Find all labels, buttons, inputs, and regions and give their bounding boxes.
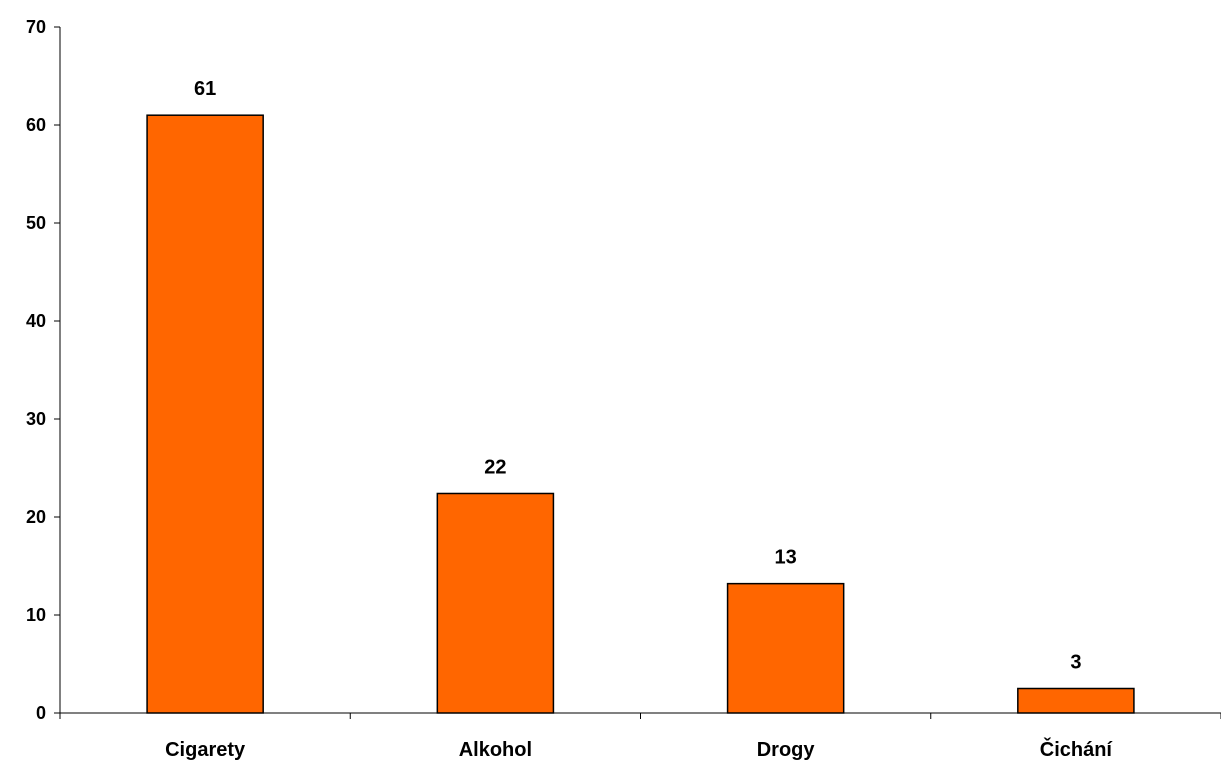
y-axis: 0 10 20 30 40 50 60 70 — [26, 17, 61, 723]
x-tick-label: Čichání — [1040, 737, 1114, 761]
x-tick-label: Alkohol — [459, 739, 532, 761]
y-tick-label: 10 — [26, 605, 46, 625]
data-label: 3 — [1070, 652, 1081, 674]
data-label: 13 — [775, 547, 797, 569]
y-tick-label: 40 — [26, 311, 46, 331]
y-tick-label: 0 — [36, 703, 46, 723]
bar-2 — [436, 492, 555, 714]
data-labels: 61 22 13 3 — [194, 78, 1081, 673]
bar-4 — [1017, 687, 1135, 714]
x-axis: Cigarety Alkohol Drogy Čichání — [59, 712, 1221, 761]
bars — [146, 114, 1135, 714]
y-tick-label: 60 — [26, 115, 46, 135]
y-tick-label: 70 — [26, 17, 46, 37]
data-label: 61 — [194, 78, 216, 100]
x-tick-label: Cigarety — [165, 739, 246, 761]
y-tick-label: 30 — [26, 409, 46, 429]
bar-1 — [146, 114, 264, 714]
data-label: 22 — [484, 456, 506, 478]
x-tick-label: Drogy — [757, 739, 816, 761]
y-tick-label: 20 — [26, 507, 46, 527]
bar-3 — [726, 582, 845, 714]
y-tick-label: 50 — [26, 213, 46, 233]
